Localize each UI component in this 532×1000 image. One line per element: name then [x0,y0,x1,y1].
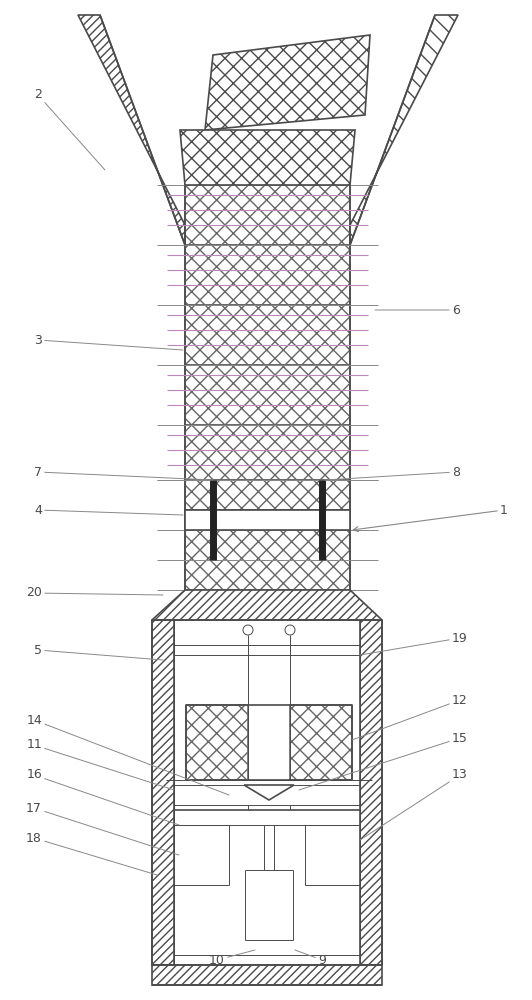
Text: 14: 14 [26,714,229,795]
Polygon shape [360,620,382,965]
Text: 9: 9 [295,950,326,966]
Text: 10: 10 [209,950,255,966]
Bar [185,305,350,365]
Text: 12: 12 [352,694,468,740]
Circle shape [243,625,253,635]
Polygon shape [205,35,370,130]
Text: 15: 15 [299,732,468,790]
Polygon shape [180,130,355,185]
Polygon shape [78,15,185,245]
Text: 8: 8 [325,466,460,480]
Text: 4: 4 [34,504,183,516]
Polygon shape [152,590,382,620]
Text: 20: 20 [26,586,163,599]
Polygon shape [152,965,382,985]
Bar [185,365,350,425]
Text: 13: 13 [360,768,468,840]
Bar [186,705,248,780]
Polygon shape [244,785,294,800]
Text: 17: 17 [26,802,179,855]
Bar [185,425,350,480]
Circle shape [285,625,295,635]
Bar [290,705,352,780]
Text: 2: 2 [34,89,105,170]
Polygon shape [350,15,458,245]
Text: 3: 3 [34,334,183,350]
Bar [185,185,350,245]
Bar [185,530,350,590]
Text: 11: 11 [26,738,174,790]
Bar [185,510,350,530]
Text: 16: 16 [26,768,179,825]
Text: 7: 7 [34,466,213,480]
Text: 1: 1 [353,504,508,532]
Text: 5: 5 [34,644,163,660]
Text: 6: 6 [375,304,460,316]
Bar [185,480,350,560]
Polygon shape [152,620,174,965]
Text: 18: 18 [26,832,157,875]
Text: 19: 19 [360,632,468,655]
Bar [185,245,350,305]
